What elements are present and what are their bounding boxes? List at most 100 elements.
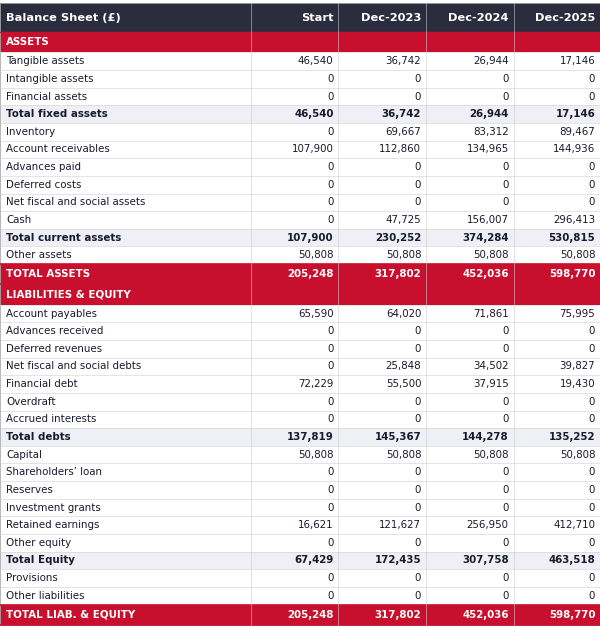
Text: 0: 0 — [327, 538, 334, 548]
Text: 144,278: 144,278 — [462, 432, 509, 442]
Text: Dec-2023: Dec-2023 — [361, 13, 421, 23]
Text: Investment grants: Investment grants — [6, 502, 101, 512]
Text: 0: 0 — [327, 467, 334, 477]
Text: 37,915: 37,915 — [473, 379, 509, 389]
Text: Deferred costs: Deferred costs — [6, 180, 82, 190]
Text: 0: 0 — [327, 414, 334, 425]
Bar — [0, 551, 600, 569]
Bar — [0, 587, 600, 605]
Text: 144,936: 144,936 — [553, 144, 595, 154]
Bar — [0, 357, 600, 376]
Text: 50,808: 50,808 — [298, 450, 334, 460]
Text: 0: 0 — [415, 92, 421, 102]
Text: 75,995: 75,995 — [559, 308, 595, 318]
Text: 71,861: 71,861 — [473, 308, 509, 318]
Bar — [0, 211, 600, 229]
Text: 0: 0 — [327, 215, 334, 225]
Text: 50,808: 50,808 — [560, 450, 595, 460]
Text: 121,627: 121,627 — [379, 520, 421, 530]
Text: 452,036: 452,036 — [463, 269, 509, 279]
Text: Reserves: Reserves — [6, 485, 53, 495]
Text: Cash: Cash — [6, 215, 31, 225]
Text: 16,621: 16,621 — [298, 520, 334, 530]
Text: 0: 0 — [327, 573, 334, 583]
Text: 50,808: 50,808 — [473, 450, 509, 460]
Text: 0: 0 — [415, 397, 421, 407]
Bar — [0, 229, 600, 246]
Text: TOTAL LIAB. & EQUITY: TOTAL LIAB. & EQUITY — [6, 610, 135, 620]
Text: 230,252: 230,252 — [375, 232, 421, 242]
Text: 0: 0 — [589, 197, 595, 207]
Text: Other equity: Other equity — [6, 538, 71, 548]
Text: 0: 0 — [502, 74, 509, 84]
Text: Advances received: Advances received — [6, 326, 103, 336]
Text: 0: 0 — [502, 538, 509, 548]
Text: Other liabilities: Other liabilities — [6, 591, 85, 601]
Text: Net fiscal and social debts: Net fiscal and social debts — [6, 362, 141, 371]
Bar — [0, 141, 600, 158]
Text: 0: 0 — [327, 344, 334, 354]
Bar — [0, 53, 600, 70]
Text: 0: 0 — [327, 92, 334, 102]
Bar — [0, 393, 600, 411]
Text: 50,808: 50,808 — [560, 251, 595, 260]
Text: 0: 0 — [502, 197, 509, 207]
Text: 55,500: 55,500 — [386, 379, 421, 389]
Bar — [0, 284, 600, 305]
Text: 156,007: 156,007 — [467, 215, 509, 225]
Text: 0: 0 — [415, 344, 421, 354]
Text: 0: 0 — [327, 127, 334, 137]
Text: Balance Sheet (£): Balance Sheet (£) — [6, 13, 121, 23]
Bar — [0, 463, 600, 481]
Text: 205,248: 205,248 — [287, 610, 334, 620]
Text: Provisions: Provisions — [6, 573, 58, 583]
Text: Start: Start — [301, 13, 334, 23]
Bar — [0, 322, 600, 340]
Text: 0: 0 — [415, 573, 421, 583]
Text: 107,900: 107,900 — [292, 144, 334, 154]
Text: 256,950: 256,950 — [467, 520, 509, 530]
Bar — [0, 3, 600, 32]
Text: Dec-2024: Dec-2024 — [448, 13, 509, 23]
Text: Total Equity: Total Equity — [6, 555, 75, 565]
Text: Net fiscal and social assets: Net fiscal and social assets — [6, 197, 145, 207]
Text: 64,020: 64,020 — [386, 308, 421, 318]
Text: 0: 0 — [415, 180, 421, 190]
Text: 0: 0 — [502, 344, 509, 354]
Text: Account payables: Account payables — [6, 308, 97, 318]
Text: Retained earnings: Retained earnings — [6, 520, 100, 530]
Bar — [0, 516, 600, 534]
Text: 69,667: 69,667 — [385, 127, 421, 137]
Bar — [0, 176, 600, 193]
Text: 0: 0 — [327, 74, 334, 84]
Text: 0: 0 — [327, 180, 334, 190]
Text: 17,146: 17,146 — [559, 57, 595, 67]
Text: 0: 0 — [502, 180, 509, 190]
Text: 0: 0 — [327, 197, 334, 207]
Text: 598,770: 598,770 — [549, 610, 595, 620]
Text: 172,435: 172,435 — [374, 555, 421, 565]
Text: 0: 0 — [327, 485, 334, 495]
Text: 374,284: 374,284 — [463, 232, 509, 242]
Text: 0: 0 — [327, 591, 334, 601]
Bar — [0, 305, 600, 322]
Text: 19,430: 19,430 — [560, 379, 595, 389]
Text: 0: 0 — [327, 162, 334, 172]
Text: 89,467: 89,467 — [559, 127, 595, 137]
Text: Total current assets: Total current assets — [6, 232, 121, 242]
Text: 0: 0 — [502, 397, 509, 407]
Text: 0: 0 — [589, 180, 595, 190]
Bar — [0, 411, 600, 428]
Bar — [0, 376, 600, 393]
Text: 598,770: 598,770 — [549, 269, 595, 279]
Text: 0: 0 — [589, 414, 595, 425]
Text: 0: 0 — [327, 502, 334, 512]
Text: 39,827: 39,827 — [560, 362, 595, 371]
Text: 0: 0 — [589, 344, 595, 354]
Text: 17,146: 17,146 — [556, 109, 595, 119]
Text: 65,590: 65,590 — [298, 308, 334, 318]
Text: 0: 0 — [589, 538, 595, 548]
Text: 0: 0 — [502, 485, 509, 495]
Text: 0: 0 — [415, 502, 421, 512]
Text: 46,540: 46,540 — [294, 109, 334, 119]
